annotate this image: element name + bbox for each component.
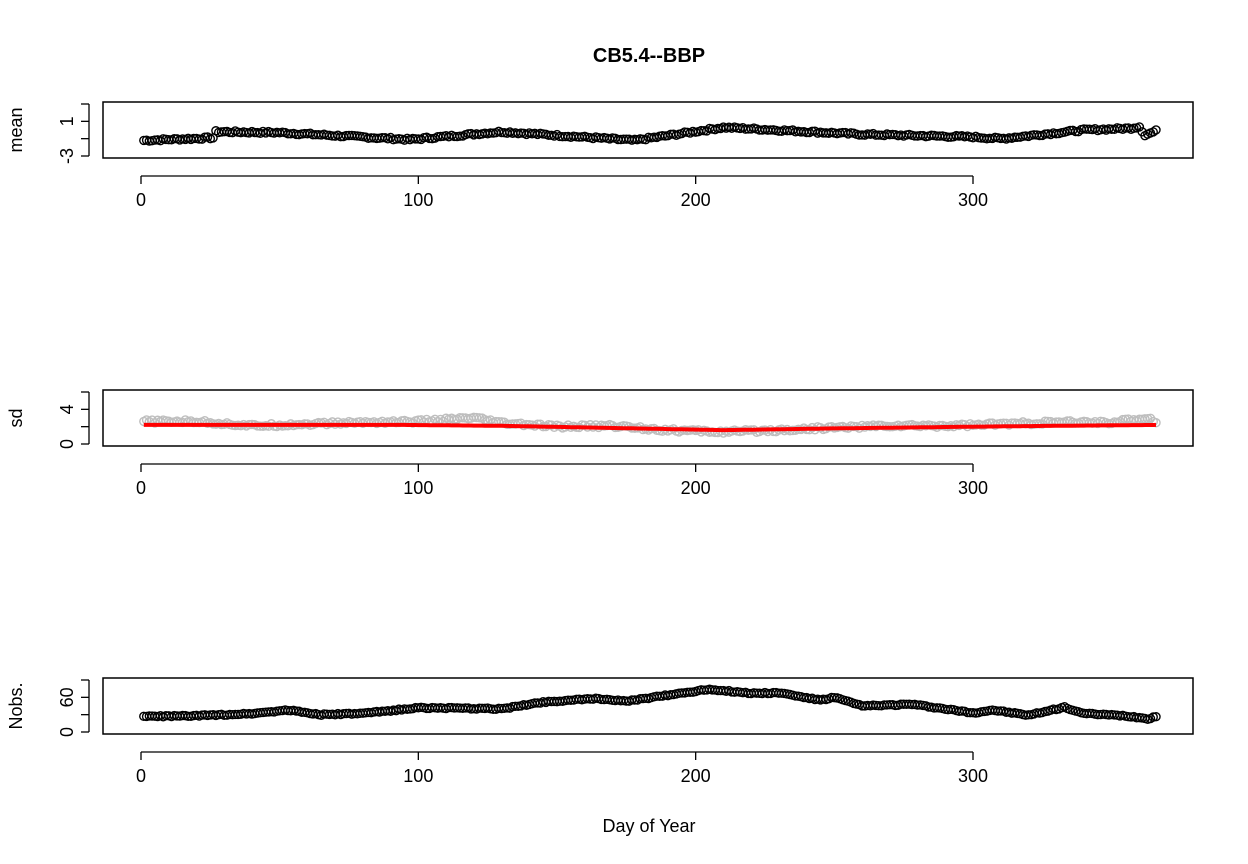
data-point: [1140, 414, 1150, 424]
x-tick-label: 200: [681, 478, 711, 498]
data-points: [139, 684, 1161, 724]
data-point: [1073, 126, 1084, 137]
y-axis-title: mean: [6, 107, 26, 152]
x-tick-label: 100: [403, 766, 433, 786]
chart-title: CB5.4--BBP: [593, 45, 705, 67]
y-axis-title: sd: [6, 408, 26, 427]
y-tick-label: 1: [57, 116, 77, 126]
smooth-line: [143, 422, 1157, 433]
data-point: [1023, 710, 1034, 720]
y-tick-label: 0: [57, 727, 77, 737]
data-point: [696, 125, 706, 136]
x-tick-label: 200: [681, 190, 711, 210]
y-tick-label: 60: [57, 687, 77, 707]
data-point: [1151, 712, 1161, 722]
x-tick-label: 200: [681, 766, 711, 786]
plot-frame: [102, 677, 1194, 735]
x-tick-label: 100: [403, 478, 433, 498]
data-point: [1134, 122, 1145, 132]
mean-panel: 0 100 200 300 -3 1 mean: [6, 101, 1194, 210]
data-point: [1070, 126, 1081, 137]
x-tick-label: 0: [136, 478, 146, 498]
data-point: [455, 131, 465, 141]
nobs-panel: 0 100 200 300 0 60 Nobs.: [6, 677, 1194, 786]
x-tick-label: 100: [403, 190, 433, 210]
x-tick-label: 0: [136, 766, 146, 786]
plot-frame: [102, 389, 1194, 447]
plot-frame: [102, 101, 1194, 159]
y-tick-label: 4: [57, 404, 77, 414]
sd-panel: 0 100 200 300 0 4 sd: [6, 389, 1194, 498]
data-point: [194, 134, 204, 144]
x-tick-label: 300: [958, 190, 988, 210]
x-tick-label: 300: [958, 478, 988, 498]
y-axis-title: Nobs.: [6, 682, 26, 729]
data-point: [641, 134, 651, 145]
x-axis-title: Day of Year: [602, 816, 695, 836]
y-tick-label: 0: [57, 439, 77, 449]
data-point: [1148, 127, 1158, 137]
data-point: [552, 129, 562, 140]
data-points: [139, 122, 1161, 146]
x-tick-label: 300: [958, 766, 988, 786]
data-point: [471, 412, 482, 423]
y-tick-label: -3: [57, 148, 77, 164]
data-point: [1151, 125, 1161, 135]
x-tick-label: 0: [136, 190, 146, 210]
